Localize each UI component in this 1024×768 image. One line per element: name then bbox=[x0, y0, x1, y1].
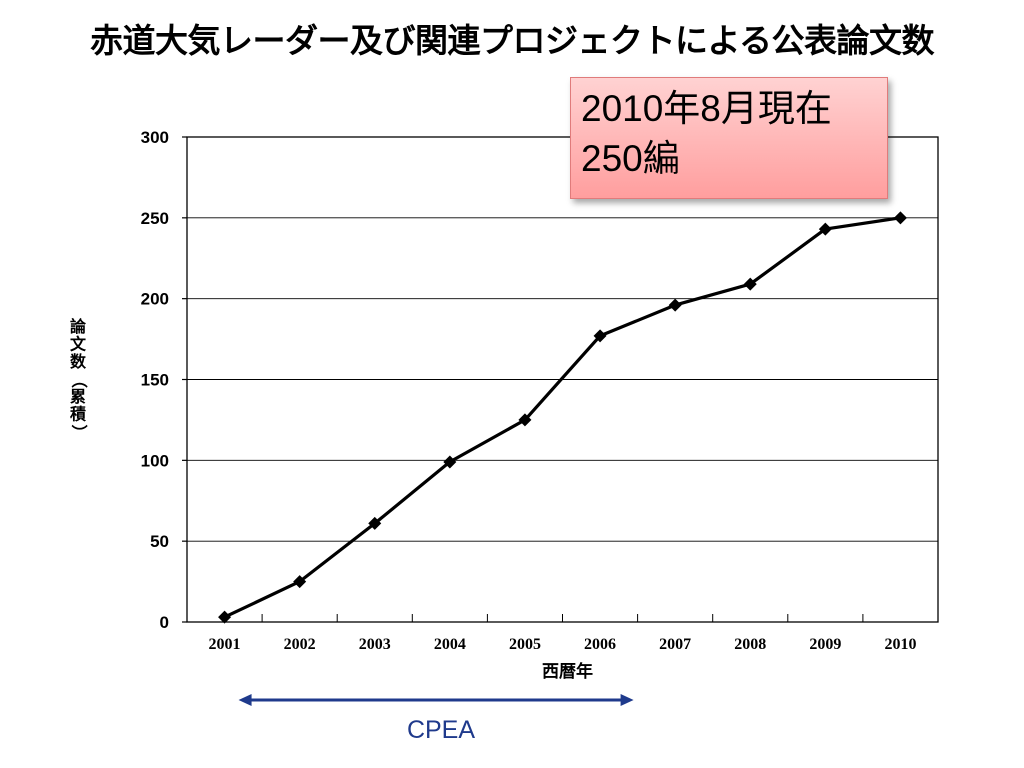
y-tick-label: 0 bbox=[160, 613, 169, 632]
cpea-label: CPEA bbox=[406, 716, 476, 744]
data-point bbox=[743, 277, 757, 291]
x-tick-label: 2002 bbox=[284, 636, 316, 653]
data-point bbox=[293, 575, 307, 589]
data-point bbox=[893, 211, 907, 225]
y-axis-label-char: （ bbox=[70, 372, 89, 388]
x-tick-label: 2008 bbox=[734, 636, 766, 653]
x-tick-label: 2001 bbox=[209, 636, 241, 653]
x-axis-label: 西暦年 bbox=[542, 661, 593, 682]
y-axis-label-char: 数 bbox=[70, 352, 87, 371]
page-title: 赤道大気レーダー及び関連プロジェクトによる公表論文数 bbox=[89, 21, 935, 60]
x-tick-label: 2009 bbox=[809, 636, 841, 653]
x-axis-ticks: 2001 2002 2003 2004 2005 2006 2007 2008 2009 2010 bbox=[209, 614, 916, 653]
annotation-box: 2010年8月現在 250編 bbox=[570, 77, 888, 199]
y-tick-label: 50 bbox=[150, 532, 169, 551]
annotation-count: 250編 bbox=[581, 138, 680, 179]
y-tick-label: 200 bbox=[141, 290, 169, 309]
y-axis-label-char: ） bbox=[70, 424, 89, 440]
x-tick-label: 2004 bbox=[434, 636, 466, 653]
data-point bbox=[668, 298, 682, 312]
data-point bbox=[218, 610, 232, 624]
y-axis-label-char: 文 bbox=[70, 335, 87, 354]
y-tick-label: 250 bbox=[141, 209, 169, 228]
series-line bbox=[223, 216, 901, 619]
y-axis-label-char: 積 bbox=[69, 405, 87, 424]
data-point bbox=[518, 413, 532, 427]
arrow-head-right bbox=[620, 694, 634, 706]
annotation-date: 2010年8月現在 bbox=[581, 88, 832, 129]
y-axis-label-char: 累 bbox=[70, 387, 86, 406]
series-markers bbox=[218, 211, 907, 624]
data-point bbox=[818, 222, 832, 236]
y-axis-label-char: 論 bbox=[70, 317, 87, 336]
y-axis-label: 論文数（累積） bbox=[69, 317, 89, 441]
arrow-head-left bbox=[238, 694, 252, 706]
x-tick-label: 2003 bbox=[359, 636, 391, 653]
y-axis-ticks: 0 50 100 150 200 250 300 bbox=[141, 128, 187, 632]
data-point bbox=[443, 455, 457, 469]
x-tick-label: 2007 bbox=[659, 636, 691, 653]
x-tick-label: 2010 bbox=[884, 636, 916, 653]
y-tick-label: 100 bbox=[141, 451, 169, 470]
y-tick-label: 150 bbox=[141, 371, 169, 390]
data-point bbox=[368, 516, 382, 530]
data-point bbox=[593, 329, 607, 343]
x-tick-label: 2006 bbox=[584, 636, 616, 653]
y-tick-label: 300 bbox=[141, 128, 169, 147]
cpea-period-arrow bbox=[238, 694, 634, 706]
x-tick-label: 2005 bbox=[509, 636, 541, 653]
